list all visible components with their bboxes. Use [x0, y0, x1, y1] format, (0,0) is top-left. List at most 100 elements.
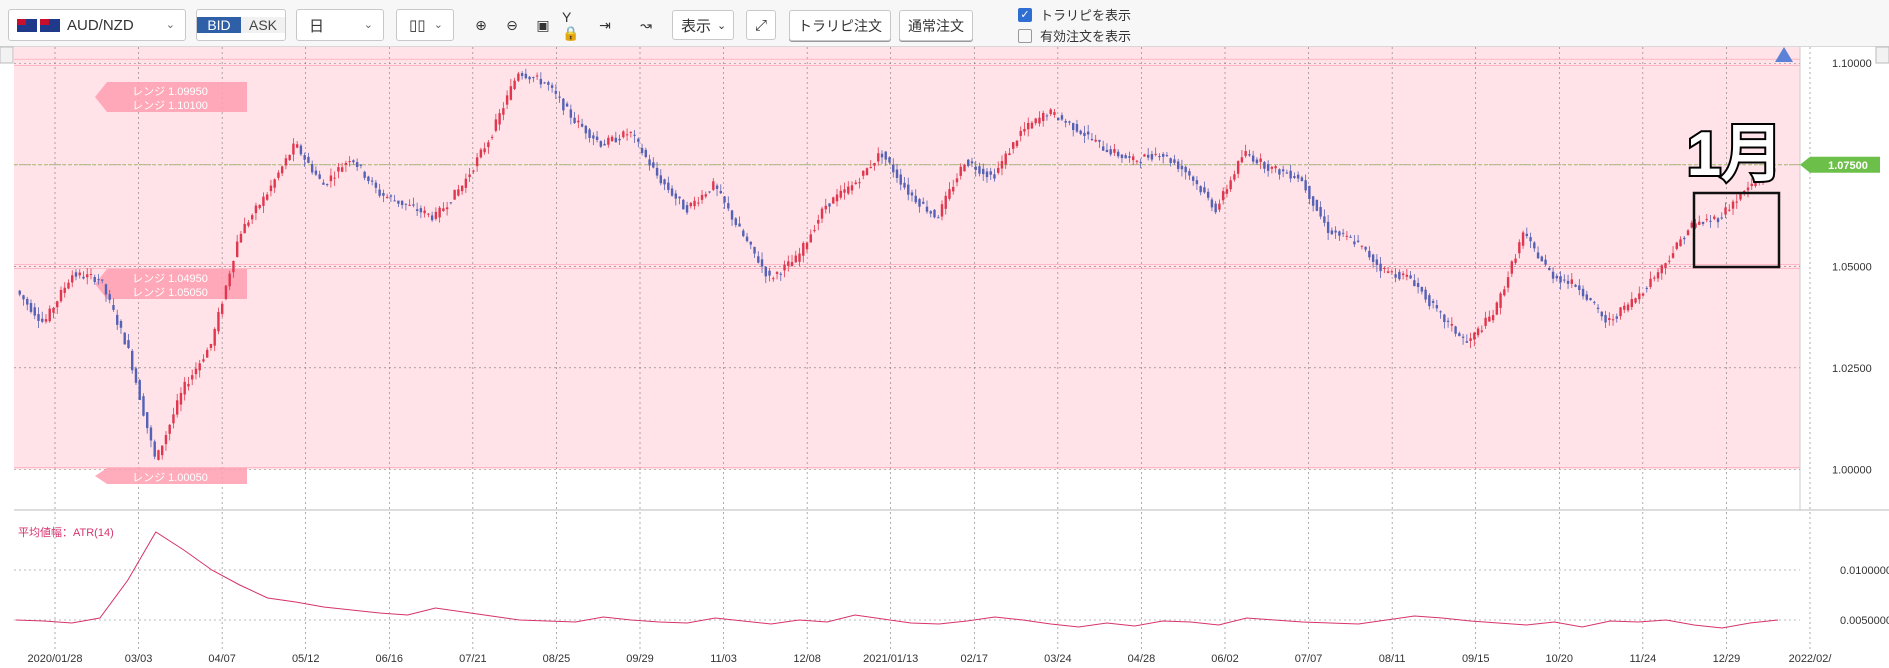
fit-button[interactable]: ▣ [530, 12, 556, 38]
candle-body [584, 125, 588, 134]
candle-body [1735, 201, 1738, 203]
chevron-down-icon: ⌄ [165, 19, 175, 31]
candle-body [682, 199, 685, 210]
candle-body [524, 73, 528, 79]
candle-body [1638, 293, 1641, 300]
candle-body [1293, 176, 1296, 178]
candle-body [138, 380, 141, 401]
timeframe-select[interactable]: 日 ⌄ [296, 9, 384, 41]
candle-body [925, 206, 929, 212]
candle-body [314, 170, 318, 175]
add-indicator-button[interactable]: ↝ [633, 12, 659, 38]
candle-body [1060, 115, 1064, 120]
candle-body [475, 157, 479, 167]
candle-body [1221, 191, 1225, 201]
candle-body [1090, 139, 1094, 141]
jump-end-button[interactable]: ⇥ [592, 12, 618, 38]
date-tick-label: 12/29 [1713, 653, 1741, 665]
candle-body [123, 332, 126, 345]
candle-body [674, 193, 678, 199]
show-valid-orders-checkbox[interactable]: 有効注文を表示 [1018, 26, 1131, 45]
ask-button[interactable]: ASK [241, 17, 285, 33]
currency-pair-select[interactable]: AUD/NZD ⌄ [8, 9, 186, 41]
candle-body [715, 185, 719, 189]
candle-body [1203, 187, 1206, 193]
candle-body [1499, 293, 1502, 308]
candle-body [764, 266, 767, 277]
candle-body [37, 314, 40, 321]
candle-body [1173, 159, 1176, 163]
candle-body [1574, 284, 1577, 287]
candle-body [727, 203, 730, 209]
candle-body [445, 207, 449, 210]
candle-body [1263, 162, 1266, 169]
candle-body [502, 108, 505, 115]
candle-body [198, 363, 201, 371]
date-tick-label: 11/24 [1629, 653, 1656, 665]
candle-body [565, 103, 569, 107]
candle-body [389, 195, 393, 197]
candle-body [907, 184, 910, 195]
candle-body [892, 164, 895, 173]
zoom-in-icon: ⊕ [475, 16, 487, 33]
y-lock-button[interactable]: Y🔒 [561, 9, 587, 41]
candle-body [1064, 120, 1067, 123]
candle-body [29, 303, 33, 312]
candle-body [127, 340, 130, 348]
price-tick-label: 1.05000 [1832, 261, 1872, 273]
candle-body [655, 167, 659, 176]
candle-body [1728, 209, 1731, 211]
candle-body [86, 274, 89, 278]
price-tick-label: 1.10000 [1832, 58, 1872, 70]
candle-body [93, 276, 96, 283]
candle-body [952, 186, 955, 192]
normal-order-button[interactable]: 通常注文 [899, 10, 973, 41]
bid-button[interactable]: BID [197, 17, 241, 33]
candle-body [1690, 222, 1693, 228]
candle-body [303, 155, 306, 160]
expand-button[interactable]: ⤢ [746, 10, 776, 40]
candle-body [599, 141, 603, 147]
candle-body [1469, 338, 1472, 341]
candle-body [1349, 236, 1352, 238]
candle-body [292, 143, 295, 155]
show-trarip-checkbox[interactable]: ✓ トラリピを表示 [1018, 5, 1131, 24]
trarip-order-button[interactable]: トラリピ注文 [789, 10, 891, 41]
candle-body [573, 117, 576, 124]
candle-body [235, 241, 239, 257]
timeframe-label: 日 [309, 17, 325, 35]
candle-body [1326, 221, 1330, 233]
candle-body [959, 166, 962, 176]
candle-body [412, 204, 415, 206]
candle-body [273, 179, 276, 188]
candle-body [280, 166, 284, 174]
candle-body [539, 78, 543, 85]
candle-body [243, 223, 246, 234]
candle-body [1683, 237, 1686, 240]
zoom-in-button[interactable]: ⊕ [468, 12, 494, 38]
candle-body [472, 170, 475, 172]
candle-body [119, 320, 123, 328]
candle-body [554, 90, 558, 94]
candle-body [1184, 166, 1187, 173]
range-tag-label: レンジ 1.00050 [132, 472, 208, 484]
candle-body [1139, 161, 1142, 163]
candle-body [494, 119, 498, 131]
candle-type-select[interactable]: ▯▯ ⌄ [396, 9, 454, 41]
candle-body [862, 170, 865, 176]
candle-body [359, 164, 363, 166]
candle-body [1236, 161, 1240, 174]
candle-body [1570, 279, 1574, 284]
candle-body [569, 109, 573, 118]
candle-body [535, 75, 539, 77]
candle-body [82, 276, 85, 279]
candle-body [26, 298, 29, 305]
zoom-out-button[interactable]: ⊖ [499, 12, 525, 38]
candle-body [809, 234, 812, 243]
candle-body [1105, 149, 1109, 153]
candle-body [944, 195, 947, 209]
candle-body [910, 192, 914, 196]
display-menu-button[interactable]: 表示 ⌄ [672, 10, 734, 40]
candle-body [678, 196, 681, 199]
